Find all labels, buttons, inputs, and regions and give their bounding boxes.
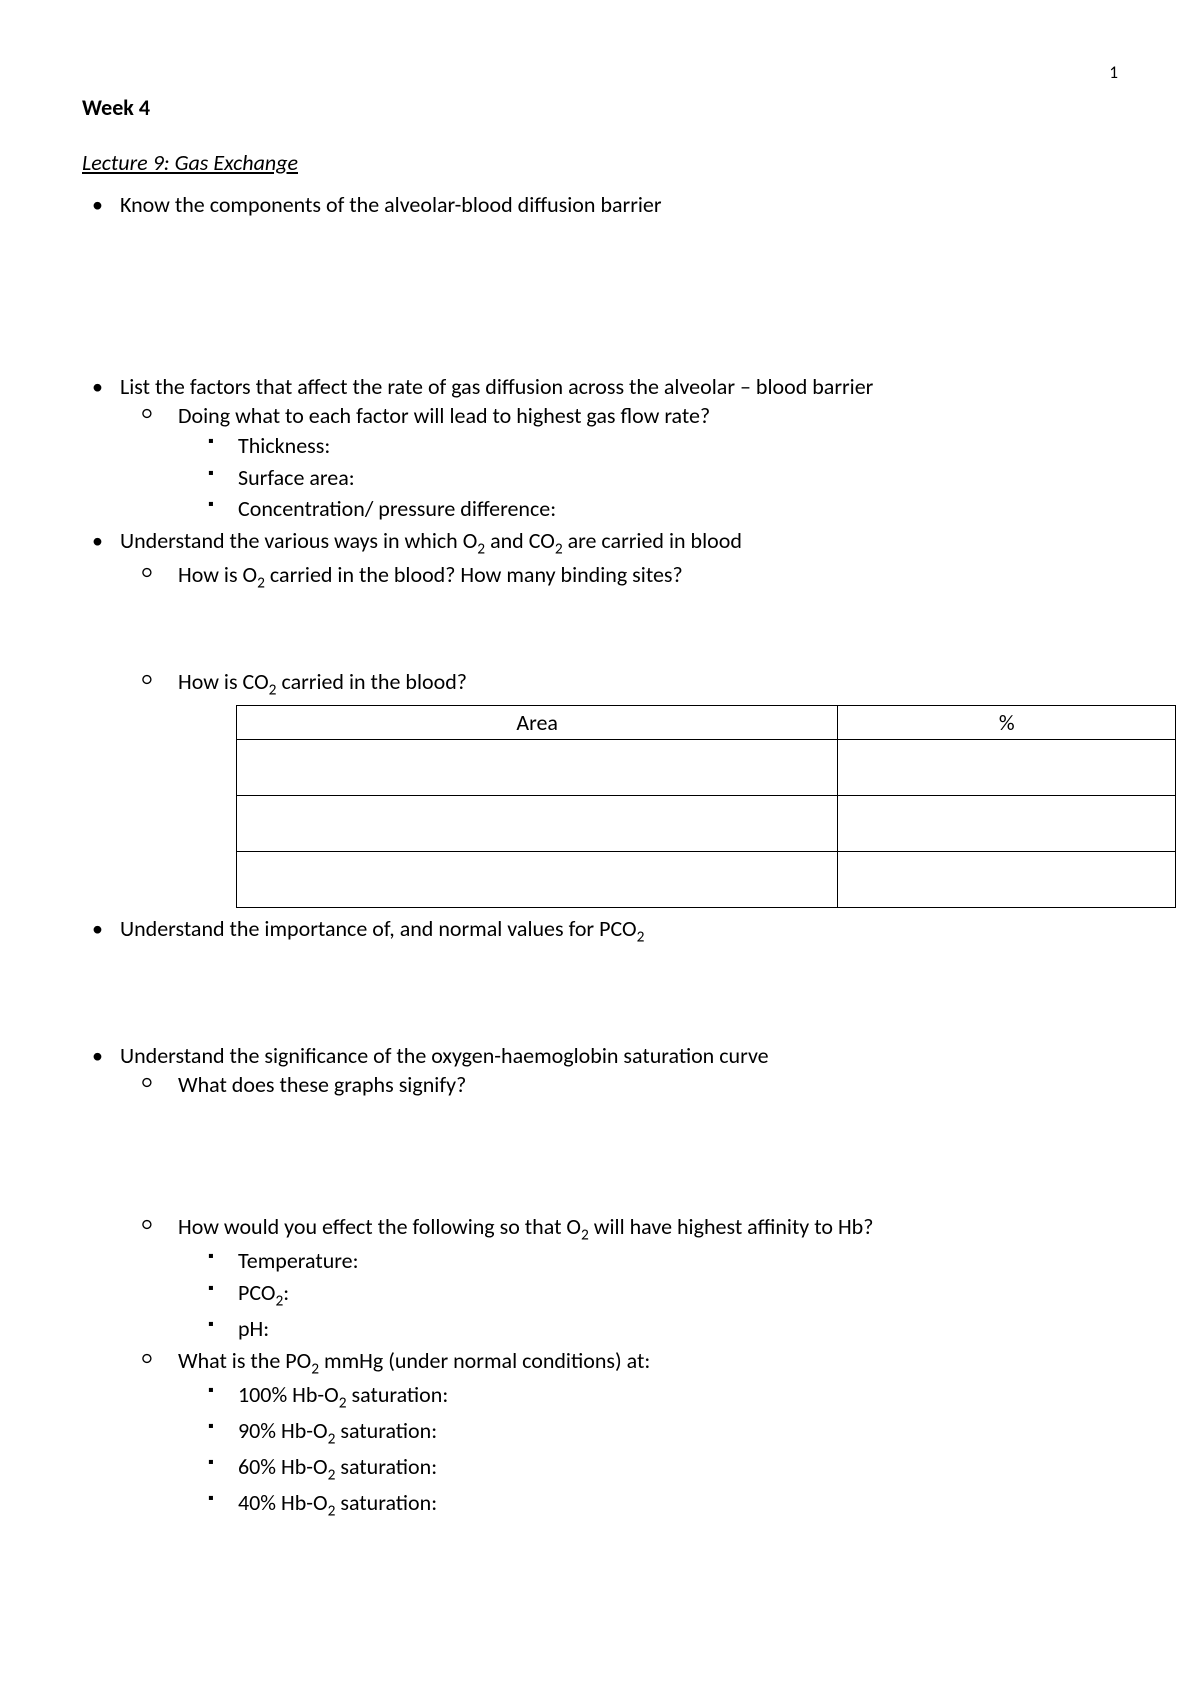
circle-item: What is the PO2 mmHg (under normal condi… xyxy=(120,1346,1118,1523)
square-text: Concentration/ pressure difference: xyxy=(238,495,556,522)
circle-text: How is CO2 carried in the blood? xyxy=(178,668,467,695)
square-text: 100% Hb-O2 saturation: xyxy=(238,1381,448,1408)
circle-text: Doing what to each factor will lead to h… xyxy=(178,402,710,429)
square-item: pH: xyxy=(178,1314,1118,1344)
square-text: 60% Hb-O2 saturation: xyxy=(238,1453,437,1480)
table-header-percent: % xyxy=(838,705,1176,740)
circle-text: How would you effect the following so th… xyxy=(178,1213,873,1240)
table-cell-percent xyxy=(838,796,1176,852)
bullet-item: Understand the significance of the oxyge… xyxy=(82,1041,1118,1523)
outline-list: Know the components of the alveolar-bloo… xyxy=(82,190,1118,1523)
co2-transport-table: Area % xyxy=(236,705,1176,909)
table-row xyxy=(237,796,1176,852)
blank-space xyxy=(120,1019,1118,1039)
bullet-text: Understand the importance of, and normal… xyxy=(120,915,644,942)
bullet-item: Understand the various ways in which O2 … xyxy=(82,526,1118,908)
bullet-item: Understand the importance of, and normal… xyxy=(82,914,1118,1038)
square-text: Thickness: xyxy=(238,432,330,459)
square-text: 90% Hb-O2 saturation: xyxy=(238,1417,437,1444)
square-text: pH: xyxy=(238,1315,269,1342)
circle-item: How would you effect the following so th… xyxy=(120,1212,1118,1344)
square-item: 40% Hb-O2 saturation: xyxy=(178,1488,1118,1522)
square-text: Temperature: xyxy=(238,1247,358,1274)
table-header-area: Area xyxy=(237,705,838,740)
square-text: Surface area: xyxy=(238,464,355,491)
square-item: Thickness: xyxy=(178,431,1118,461)
table-cell-area xyxy=(237,852,838,908)
table-header-row: Area % xyxy=(237,705,1176,740)
circle-item: How is O2 carried in the blood? How many… xyxy=(120,560,1118,664)
week-title: Week 4 xyxy=(82,94,1118,121)
bullet-item: Know the components of the alveolar-bloo… xyxy=(82,190,1118,370)
circle-text: How is O2 carried in the blood? How many… xyxy=(178,561,683,588)
square-text: 40% Hb-O2 saturation: xyxy=(238,1489,437,1516)
table-row xyxy=(237,852,1176,908)
square-item: 60% Hb-O2 saturation: xyxy=(178,1452,1118,1486)
bullet-text: Understand the various ways in which O2 … xyxy=(120,527,742,554)
blank-space xyxy=(178,1100,1118,1170)
square-item: PCO2: xyxy=(178,1278,1118,1312)
page: 1 Week 4 Lecture 9: Gas Exchange Know th… xyxy=(0,0,1200,1698)
bullet-text: List the factors that affect the rate of… xyxy=(120,373,873,400)
table-cell-area xyxy=(237,740,838,796)
blank-space xyxy=(178,595,1118,665)
square-item: Surface area: xyxy=(178,463,1118,493)
table-row xyxy=(237,740,1176,796)
circle-item: How is CO2 carried in the blood? Area % xyxy=(120,667,1118,909)
bullet-text: Know the components of the alveolar-bloo… xyxy=(120,191,662,218)
circle-text: What is the PO2 mmHg (under normal condi… xyxy=(178,1347,650,1374)
blank-space xyxy=(120,220,1118,370)
square-text: PCO2: xyxy=(238,1279,289,1306)
table-cell-area xyxy=(237,796,838,852)
blank-space xyxy=(120,949,1118,1019)
circle-item: What does these graphs signify? xyxy=(120,1070,1118,1210)
square-item: Temperature: xyxy=(178,1246,1118,1276)
bullet-item: List the factors that affect the rate of… xyxy=(82,372,1118,524)
square-item: Concentration/ pressure difference: xyxy=(178,494,1118,524)
square-item: 100% Hb-O2 saturation: xyxy=(178,1380,1118,1414)
circle-item: Doing what to each factor will lead to h… xyxy=(120,401,1118,524)
blank-space xyxy=(178,1170,1118,1210)
bullet-text: Understand the significance of the oxyge… xyxy=(120,1042,769,1069)
square-item: 90% Hb-O2 saturation: xyxy=(178,1416,1118,1450)
page-number: 1 xyxy=(1109,62,1118,83)
table-cell-percent xyxy=(838,740,1176,796)
lecture-title: Lecture 9: Gas Exchange xyxy=(82,149,1118,176)
circle-text: What does these graphs signify? xyxy=(178,1071,466,1098)
table-cell-percent xyxy=(838,852,1176,908)
